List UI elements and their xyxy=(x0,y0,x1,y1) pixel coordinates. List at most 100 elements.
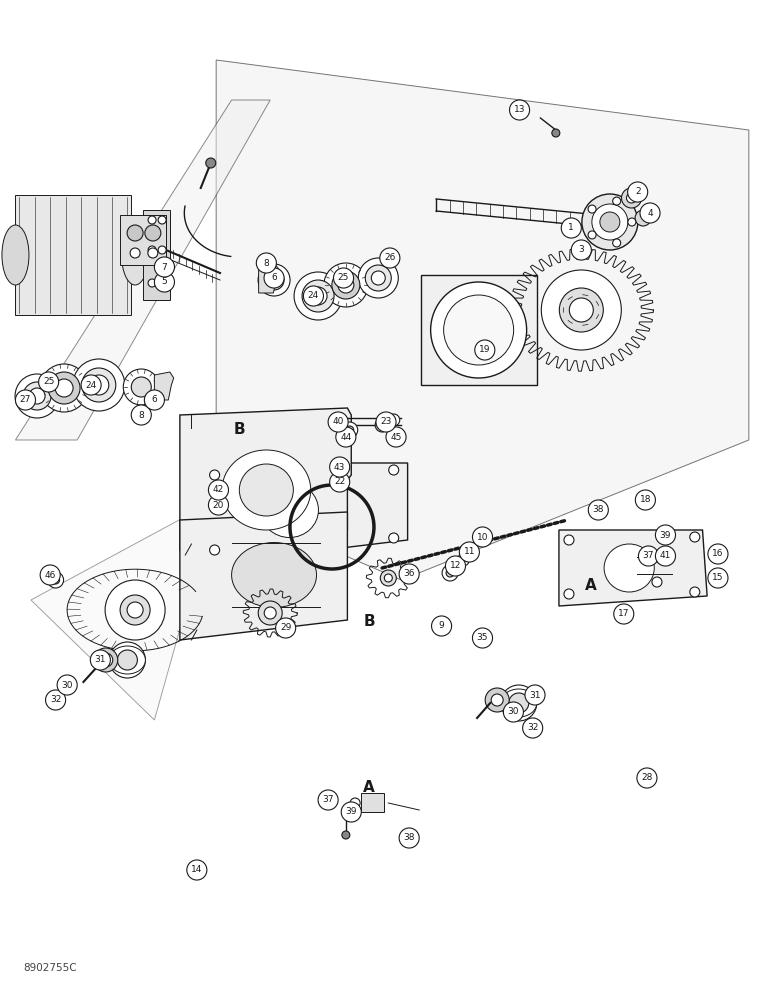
Circle shape xyxy=(336,427,356,447)
Text: 8: 8 xyxy=(263,258,269,267)
Text: 31: 31 xyxy=(530,690,540,700)
Circle shape xyxy=(158,279,166,287)
Circle shape xyxy=(117,650,137,670)
Circle shape xyxy=(389,533,398,543)
Polygon shape xyxy=(15,100,270,440)
Circle shape xyxy=(375,418,389,432)
Text: 20: 20 xyxy=(213,500,224,510)
Circle shape xyxy=(57,675,77,695)
Circle shape xyxy=(110,642,145,678)
Circle shape xyxy=(472,628,493,648)
Polygon shape xyxy=(120,215,166,265)
Circle shape xyxy=(258,264,290,296)
Text: 12: 12 xyxy=(450,562,461,570)
Circle shape xyxy=(381,570,396,586)
Circle shape xyxy=(206,158,215,168)
Circle shape xyxy=(552,129,560,137)
Text: 37: 37 xyxy=(643,552,654,560)
Circle shape xyxy=(15,390,36,410)
Circle shape xyxy=(690,587,699,597)
Circle shape xyxy=(350,798,360,808)
Ellipse shape xyxy=(261,483,318,538)
Circle shape xyxy=(588,231,596,239)
Circle shape xyxy=(341,802,361,822)
Circle shape xyxy=(93,648,118,672)
Text: 30: 30 xyxy=(62,680,73,690)
Text: 26: 26 xyxy=(384,253,395,262)
Polygon shape xyxy=(559,530,707,606)
Circle shape xyxy=(431,282,527,378)
Circle shape xyxy=(346,426,354,434)
Text: 22: 22 xyxy=(334,478,345,487)
Text: 6: 6 xyxy=(271,273,277,282)
Circle shape xyxy=(655,546,676,566)
Text: 43: 43 xyxy=(334,462,345,472)
Circle shape xyxy=(642,550,655,564)
Ellipse shape xyxy=(2,225,29,285)
Circle shape xyxy=(588,500,608,520)
Circle shape xyxy=(635,490,655,510)
Circle shape xyxy=(330,472,350,492)
Circle shape xyxy=(564,589,574,599)
Circle shape xyxy=(158,216,166,224)
Circle shape xyxy=(124,369,159,405)
Circle shape xyxy=(376,412,396,432)
Circle shape xyxy=(39,372,59,392)
Circle shape xyxy=(318,790,338,810)
Circle shape xyxy=(127,602,143,618)
Circle shape xyxy=(256,253,276,273)
Circle shape xyxy=(328,412,348,432)
Text: 31: 31 xyxy=(95,656,106,664)
Circle shape xyxy=(338,277,354,293)
Circle shape xyxy=(384,574,392,582)
Ellipse shape xyxy=(110,646,145,674)
Circle shape xyxy=(592,204,628,240)
Text: 9: 9 xyxy=(438,621,445,631)
Circle shape xyxy=(130,248,140,258)
Text: 32: 32 xyxy=(50,696,61,704)
Circle shape xyxy=(82,368,116,402)
Circle shape xyxy=(309,287,327,305)
Text: 30: 30 xyxy=(508,708,519,716)
Ellipse shape xyxy=(222,450,310,530)
Circle shape xyxy=(445,556,466,576)
Text: A: A xyxy=(584,578,597,592)
Polygon shape xyxy=(154,372,174,400)
Circle shape xyxy=(652,577,662,587)
Circle shape xyxy=(264,270,284,290)
Circle shape xyxy=(342,422,357,438)
Text: 14: 14 xyxy=(191,865,202,874)
Circle shape xyxy=(29,388,45,404)
Text: 5: 5 xyxy=(161,277,168,286)
Circle shape xyxy=(627,193,636,203)
Circle shape xyxy=(380,248,400,268)
Circle shape xyxy=(446,569,454,577)
Text: 27: 27 xyxy=(20,395,31,404)
Circle shape xyxy=(564,535,574,545)
Text: 24: 24 xyxy=(308,292,319,300)
Circle shape xyxy=(614,604,634,624)
Text: 10: 10 xyxy=(477,532,488,542)
Polygon shape xyxy=(361,793,384,812)
Circle shape xyxy=(640,203,660,223)
Circle shape xyxy=(569,298,594,322)
Circle shape xyxy=(334,268,354,288)
Circle shape xyxy=(509,693,529,713)
Circle shape xyxy=(588,205,596,213)
Circle shape xyxy=(145,225,161,241)
Text: 39: 39 xyxy=(346,808,357,816)
Circle shape xyxy=(48,372,80,404)
Circle shape xyxy=(264,268,284,288)
Circle shape xyxy=(332,271,360,299)
Circle shape xyxy=(148,216,156,224)
Text: 44: 44 xyxy=(340,432,351,442)
Polygon shape xyxy=(15,195,131,315)
Text: B: B xyxy=(363,614,375,630)
Circle shape xyxy=(485,688,510,712)
Circle shape xyxy=(561,218,581,238)
Circle shape xyxy=(613,197,621,205)
Circle shape xyxy=(523,718,543,738)
Text: 32: 32 xyxy=(527,724,538,732)
Circle shape xyxy=(144,390,164,410)
Text: 18: 18 xyxy=(640,495,651,504)
